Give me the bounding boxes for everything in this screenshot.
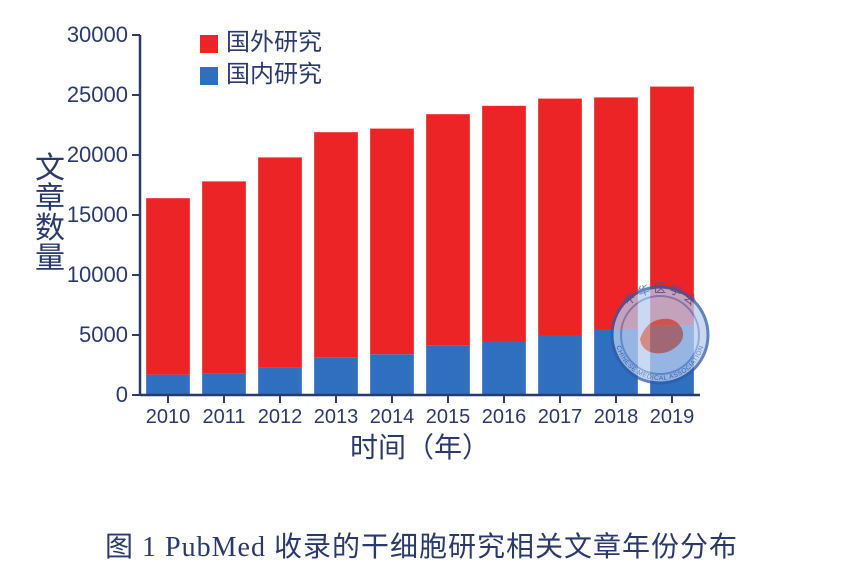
x-axis-title: 时间（年） [350, 432, 490, 464]
y-axis-title-char: 章 [35, 182, 65, 215]
x-tick-label: 2014 [370, 406, 415, 428]
x-tick-label: 2016 [482, 406, 527, 428]
bar-foreign [370, 129, 414, 355]
y-tick-label: 25000 [67, 82, 128, 107]
stacked-bar-chart: 0 5000 10000 15000 20000 25000 30000 2010 2011 20… [20, 10, 770, 480]
x-tick-label: 2011 [202, 406, 245, 428]
bar-domestic [202, 373, 246, 395]
y-tick-label: 5000 [79, 322, 128, 347]
legend-swatch [200, 67, 218, 85]
x-tick-label: 2010 [146, 406, 191, 428]
bar-foreign [258, 157, 302, 367]
legend-label: 国外研究 [226, 29, 322, 56]
x-tick-label: 2012 [258, 406, 303, 428]
y-tick-label: 0 [116, 382, 128, 407]
bar-domestic [650, 325, 694, 395]
y-tick-label: 10000 [67, 262, 128, 287]
bar-foreign [146, 198, 190, 374]
y-tick-label: 15000 [67, 202, 128, 227]
y-tick-label: 20000 [67, 142, 128, 167]
x-tick-label: 2013 [314, 406, 359, 428]
figure-caption: 图 1 PubMed 收录的干细胞研究相关文章年份分布 [0, 525, 843, 565]
x-tick-label: 2015 [426, 406, 471, 428]
y-axis-title-char: 量 [35, 242, 65, 275]
bar-domestic [426, 346, 470, 395]
bar-foreign [650, 87, 694, 326]
x-tick-label: 2017 [538, 406, 583, 428]
bar-domestic [314, 358, 358, 395]
bar-foreign [594, 97, 638, 329]
bar-foreign [314, 132, 358, 358]
bar-domestic [258, 367, 302, 395]
bar-domestic [370, 354, 414, 395]
bar-foreign [202, 181, 246, 373]
bar-domestic [482, 341, 526, 395]
x-tick-label: 2019 [650, 406, 695, 428]
y-axis-title-char: 文 [35, 152, 65, 185]
y-tick-label: 30000 [67, 22, 128, 47]
bar-foreign [538, 99, 582, 335]
legend-label: 国内研究 [226, 61, 322, 88]
x-tick-label: 2018 [594, 406, 639, 428]
bar-foreign [482, 106, 526, 341]
bar-foreign [426, 114, 470, 346]
bar-domestic [146, 375, 190, 395]
bar-domestic [594, 329, 638, 395]
bar-domestic [538, 335, 582, 395]
figure-container: 0 5000 10000 15000 20000 25000 30000 2010 2011 20… [0, 0, 843, 580]
legend-swatch [200, 35, 218, 53]
y-axis-title-char: 数 [35, 212, 65, 245]
